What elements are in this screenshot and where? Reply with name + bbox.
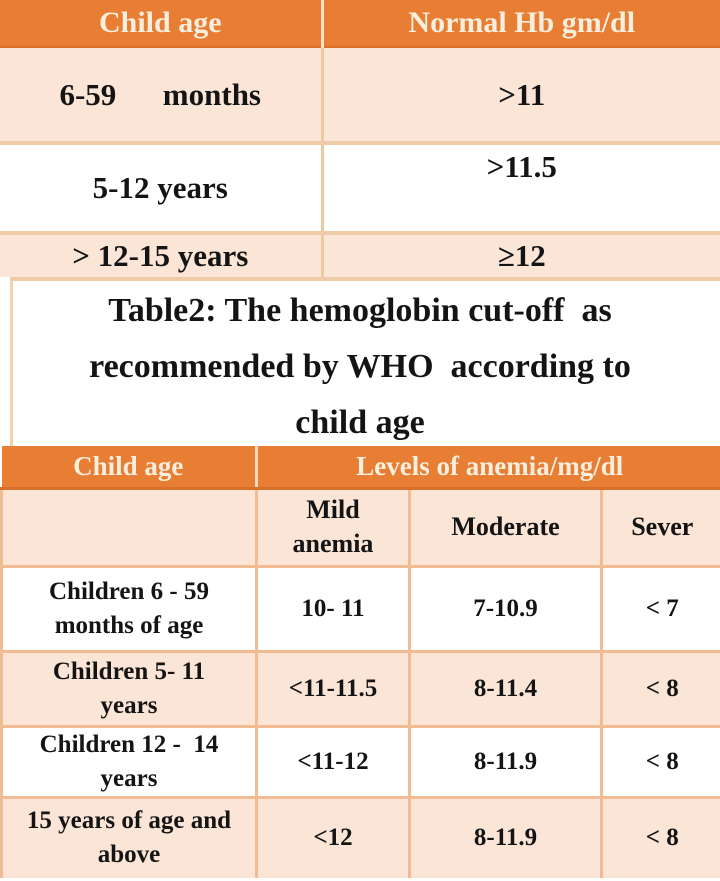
hb-value-cell: ≥12 [322,233,720,277]
table-row: Children 6 - 59 months of age 10- 11 7-1… [0,564,720,651]
age-group-cell: 15 years of age and above [0,795,258,878]
normal-hb-header-row: Child age Normal Hb gm/dl [0,0,720,48]
mild-cell: <11-11.5 [256,649,411,726]
anemia-header-child-age: Child age [1,446,258,490]
table-row: 6-59 months >11 [0,47,720,143]
normal-hb-table: Child age Normal Hb gm/dl 6-59 months >1… [0,0,720,277]
normal-hb-header-child-age: Child age [0,0,324,48]
subheader-moderate: Moderate [409,488,603,566]
age-cell: 5-12 years [0,141,324,235]
mild-cell: <12 [256,795,411,878]
mild-cell: <11-12 [256,724,411,797]
severe-cell: < 8 [601,795,720,878]
anemia-subheader-row: Mild anemia Moderate Sever [0,488,720,566]
moderate-cell: 7-10.9 [409,564,603,651]
anemia-levels-table: Child age Levels of anemia/mg/dl Mild an… [0,446,720,878]
moderate-cell: 8-11.9 [409,795,603,878]
age-cell: > 12-15 years [0,233,324,277]
age-cell: 6-59 months [0,47,324,143]
table-row: Children 5- 11 years <11-11.5 8-11.4 < 8 [0,649,720,726]
mild-cell: 10- 11 [256,564,411,651]
age-group-cell: Children 5- 11 years [0,649,258,726]
anemia-header-row: Child age Levels of anemia/mg/dl [1,446,720,490]
age-group-cell: Children 6 - 59 months of age [0,564,258,651]
subheader-severe: Sever [601,488,720,566]
subheader-empty-cell [0,488,258,566]
hb-value-cell: >11 [322,47,720,143]
subheader-mild: Mild anemia [256,488,411,566]
age-group-cell: Children 12 - 14 years [0,724,258,797]
table-row: 5-12 years >11.5 [0,141,720,235]
anemia-header-levels: Levels of anemia/mg/dl [256,446,720,490]
moderate-cell: 8-11.4 [409,649,603,726]
table-row: > 12-15 years ≥12 [0,233,720,277]
severe-cell: < 8 [601,724,720,797]
severe-cell: < 8 [601,649,720,726]
hb-value-cell: >11.5 [322,141,720,235]
moderate-cell: 8-11.9 [409,724,603,797]
table-row: 15 years of age and above <12 8-11.9 < 8 [0,795,720,878]
table-row: Children 12 - 14 years <11-12 8-11.9 < 8 [0,724,720,797]
severe-cell: < 7 [601,564,720,651]
table2-caption: Table2: The hemoglobin cut-off as recomm… [0,277,720,446]
normal-hb-header-value: Normal Hb gm/dl [322,0,720,48]
